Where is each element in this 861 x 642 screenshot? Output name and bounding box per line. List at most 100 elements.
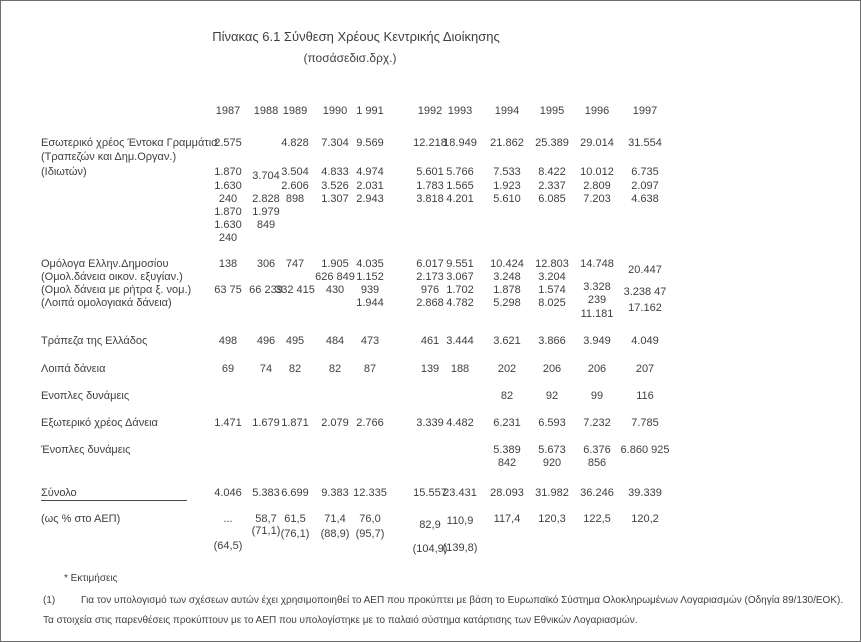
table-cell: 71,4	[324, 513, 346, 525]
row-label: (Τραπεζών και Δημ.Οργαν.)	[41, 151, 177, 163]
footnote-2-text: Τα στοιχεία στις παρενθέσεις προκύπτουν …	[43, 615, 638, 626]
table-cell: 3.818	[416, 193, 444, 205]
table-cell: 12.218	[413, 137, 447, 149]
table-cell: 332 415	[275, 284, 315, 296]
table-cell: 5.766	[446, 166, 474, 178]
table-cell: (104,9)	[412, 543, 448, 555]
table-cell: 2.828	[252, 193, 280, 205]
year-header: 1987	[215, 105, 241, 117]
footnote-estimates: * Εκτιμήσεις	[64, 573, 118, 584]
table-cell: 5.601	[416, 166, 444, 178]
table-cell: 5.389	[493, 444, 521, 456]
table-cell: 120,2	[631, 513, 659, 525]
row-label: (Λοιπά ομολογιακά δάνεια)	[41, 297, 172, 309]
table-cell: 4.974	[356, 166, 384, 178]
table-cell: 1.565	[446, 180, 474, 192]
table-cell: 117,4	[493, 513, 521, 525]
year-header: 1995	[539, 105, 565, 117]
table-cell: 1.679	[252, 417, 280, 429]
table-cell: 17.162	[628, 302, 662, 314]
table-cell: 4.828	[281, 137, 309, 149]
table-cell: 66 239	[249, 284, 283, 296]
table-cell: 306	[256, 258, 276, 270]
table-cell: 6.085	[538, 193, 566, 205]
table-cell: 9.383	[321, 487, 349, 499]
table-cell: 36.246	[580, 487, 614, 499]
table-cell: 1.944	[356, 297, 384, 309]
table-cell: (71,1)	[251, 525, 281, 537]
table-cell: 4.833	[321, 166, 349, 178]
table-cell: 4.049	[631, 335, 659, 347]
table-cell: 92	[545, 390, 559, 402]
table-cell: 3.328	[583, 281, 611, 293]
footnote-1-text: Για τον υπολογισμό των σχέσεων αυτών έχε…	[81, 595, 844, 606]
row-label: Σύνολο	[41, 487, 187, 501]
table-cell: 430	[325, 284, 345, 296]
table-cell: 747	[285, 258, 305, 270]
table-cell: 12.335	[353, 487, 387, 499]
table-cell: 6.017	[416, 258, 444, 270]
table-cell: 498	[218, 335, 238, 347]
table-cell: 139	[420, 363, 440, 375]
table-cell: 122,5	[583, 513, 611, 525]
table-cell: 7.232	[583, 417, 611, 429]
year-header: 1996	[584, 105, 610, 117]
table-cell: 9.569	[356, 137, 384, 149]
table-cell: 12.803	[535, 258, 569, 270]
table-cell: 1.630	[214, 219, 242, 231]
table-cell: 3.067	[446, 271, 474, 283]
table-cell: 1.630	[214, 180, 242, 192]
table-cell: 10.012	[580, 166, 614, 178]
table-cell: 2.809	[583, 180, 611, 192]
table-cell: 6.860 925	[620, 444, 670, 456]
table-cell: 2.766	[356, 417, 384, 429]
table-cell: 82	[288, 363, 302, 375]
table-cell: 7.785	[631, 417, 659, 429]
table-cell: 4.201	[446, 193, 474, 205]
row-label: Ομόλογα Ελλην.Δημοσίου	[41, 258, 169, 270]
table-cell: 1.905	[321, 258, 349, 270]
table-cell: 20.447	[628, 264, 662, 276]
table-cell: 14.748	[580, 258, 614, 270]
table-cell: 484	[325, 335, 345, 347]
table-cell: 206	[542, 363, 562, 375]
table-cell: 1.307	[321, 193, 349, 205]
table-cell: 5.610	[493, 193, 521, 205]
table-cell: 3.339	[416, 417, 444, 429]
table-cell: 3.621	[493, 335, 521, 347]
year-header: 1992	[417, 105, 443, 117]
table-cell: 939	[360, 284, 380, 296]
table-cell: 920	[542, 457, 562, 469]
table-cell: 25.389	[535, 137, 569, 149]
table-cell: 188	[450, 363, 470, 375]
table-cell: 1.152	[356, 271, 384, 283]
table-cell: 6.231	[493, 417, 521, 429]
table-cell: 473	[360, 335, 380, 347]
table-cell: 8.025	[538, 297, 566, 309]
table-cell: 18.949	[443, 137, 477, 149]
table-cell: (76,1)	[280, 528, 310, 540]
table-cell: (64,5)	[213, 540, 243, 552]
table-cell: 6.735	[631, 166, 659, 178]
table-cell: 11.181	[580, 308, 614, 320]
table-cell: 239	[587, 294, 607, 306]
row-label: Τράπεζα της Ελλάδος	[41, 335, 148, 347]
table-cell: 2.943	[356, 193, 384, 205]
table-cell: 496	[256, 335, 276, 347]
table-cell: 138	[218, 258, 238, 270]
row-label: (ως % στο ΑΕΠ)	[41, 513, 121, 525]
table-cell: ...	[223, 513, 233, 525]
row-label: (Ομολ.δάνεια οικον. εξυγίαν.)	[41, 271, 183, 283]
table-cell: 2.079	[321, 417, 349, 429]
table-cell: 495	[285, 335, 305, 347]
table-cell: 6.699	[281, 487, 309, 499]
table-cell: 8.422	[538, 166, 566, 178]
table-cell: 1.574	[538, 284, 566, 296]
table-cell: 1.878	[493, 284, 521, 296]
table-cell: 5.673	[538, 444, 566, 456]
year-header: 1997	[632, 105, 658, 117]
table-cell: 2.097	[631, 180, 659, 192]
table-cell: 1.471	[214, 417, 242, 429]
table-cell: 61,5	[284, 513, 306, 525]
